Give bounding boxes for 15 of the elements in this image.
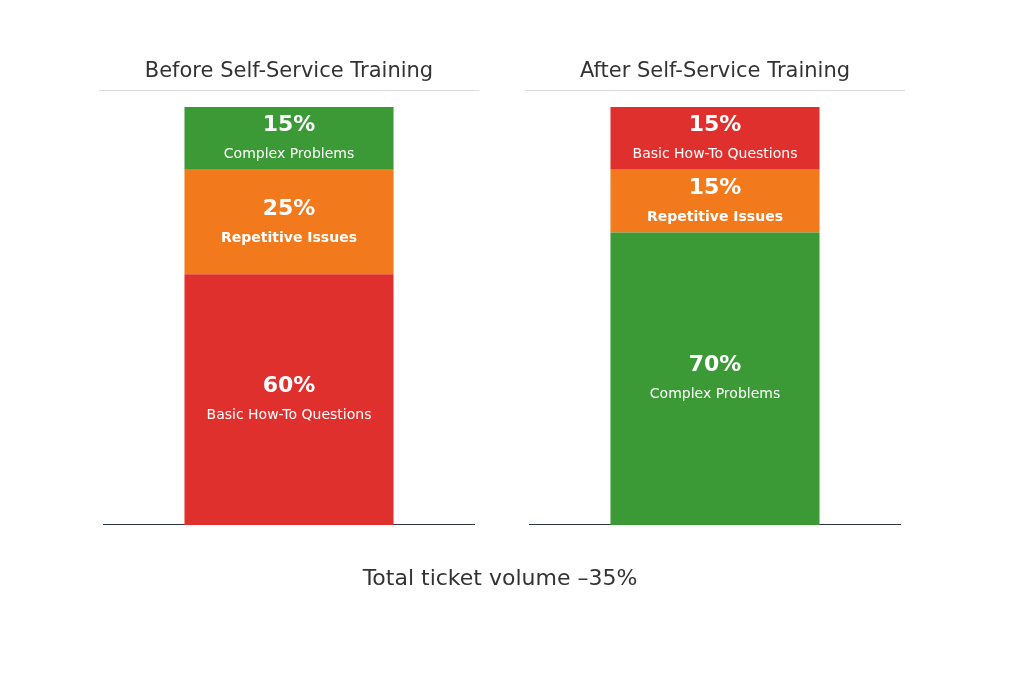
data-label: 15%: [688, 111, 742, 137]
data-label: 25%: [262, 194, 316, 220]
series-label: Repetitive Issues: [221, 228, 357, 245]
data-label: 60%: [262, 372, 316, 398]
chart-title: Before Self-Service Training: [99, 50, 479, 91]
series-label: Repetitive Issues: [647, 207, 783, 224]
text: Total ticket volume –35%: [361, 565, 639, 590]
series-label: Basic How-To Questions: [206, 406, 372, 423]
series-label: Complex Problems: [649, 385, 781, 402]
data-label: 70%: [688, 351, 742, 377]
series-label: Basic How-To Questions: [632, 144, 798, 161]
series-label: Complex Problems: [223, 144, 355, 161]
data-label: 15%: [688, 173, 742, 199]
chart-title: After Self-Service Training: [525, 50, 905, 91]
data-label: 15%: [262, 111, 316, 137]
